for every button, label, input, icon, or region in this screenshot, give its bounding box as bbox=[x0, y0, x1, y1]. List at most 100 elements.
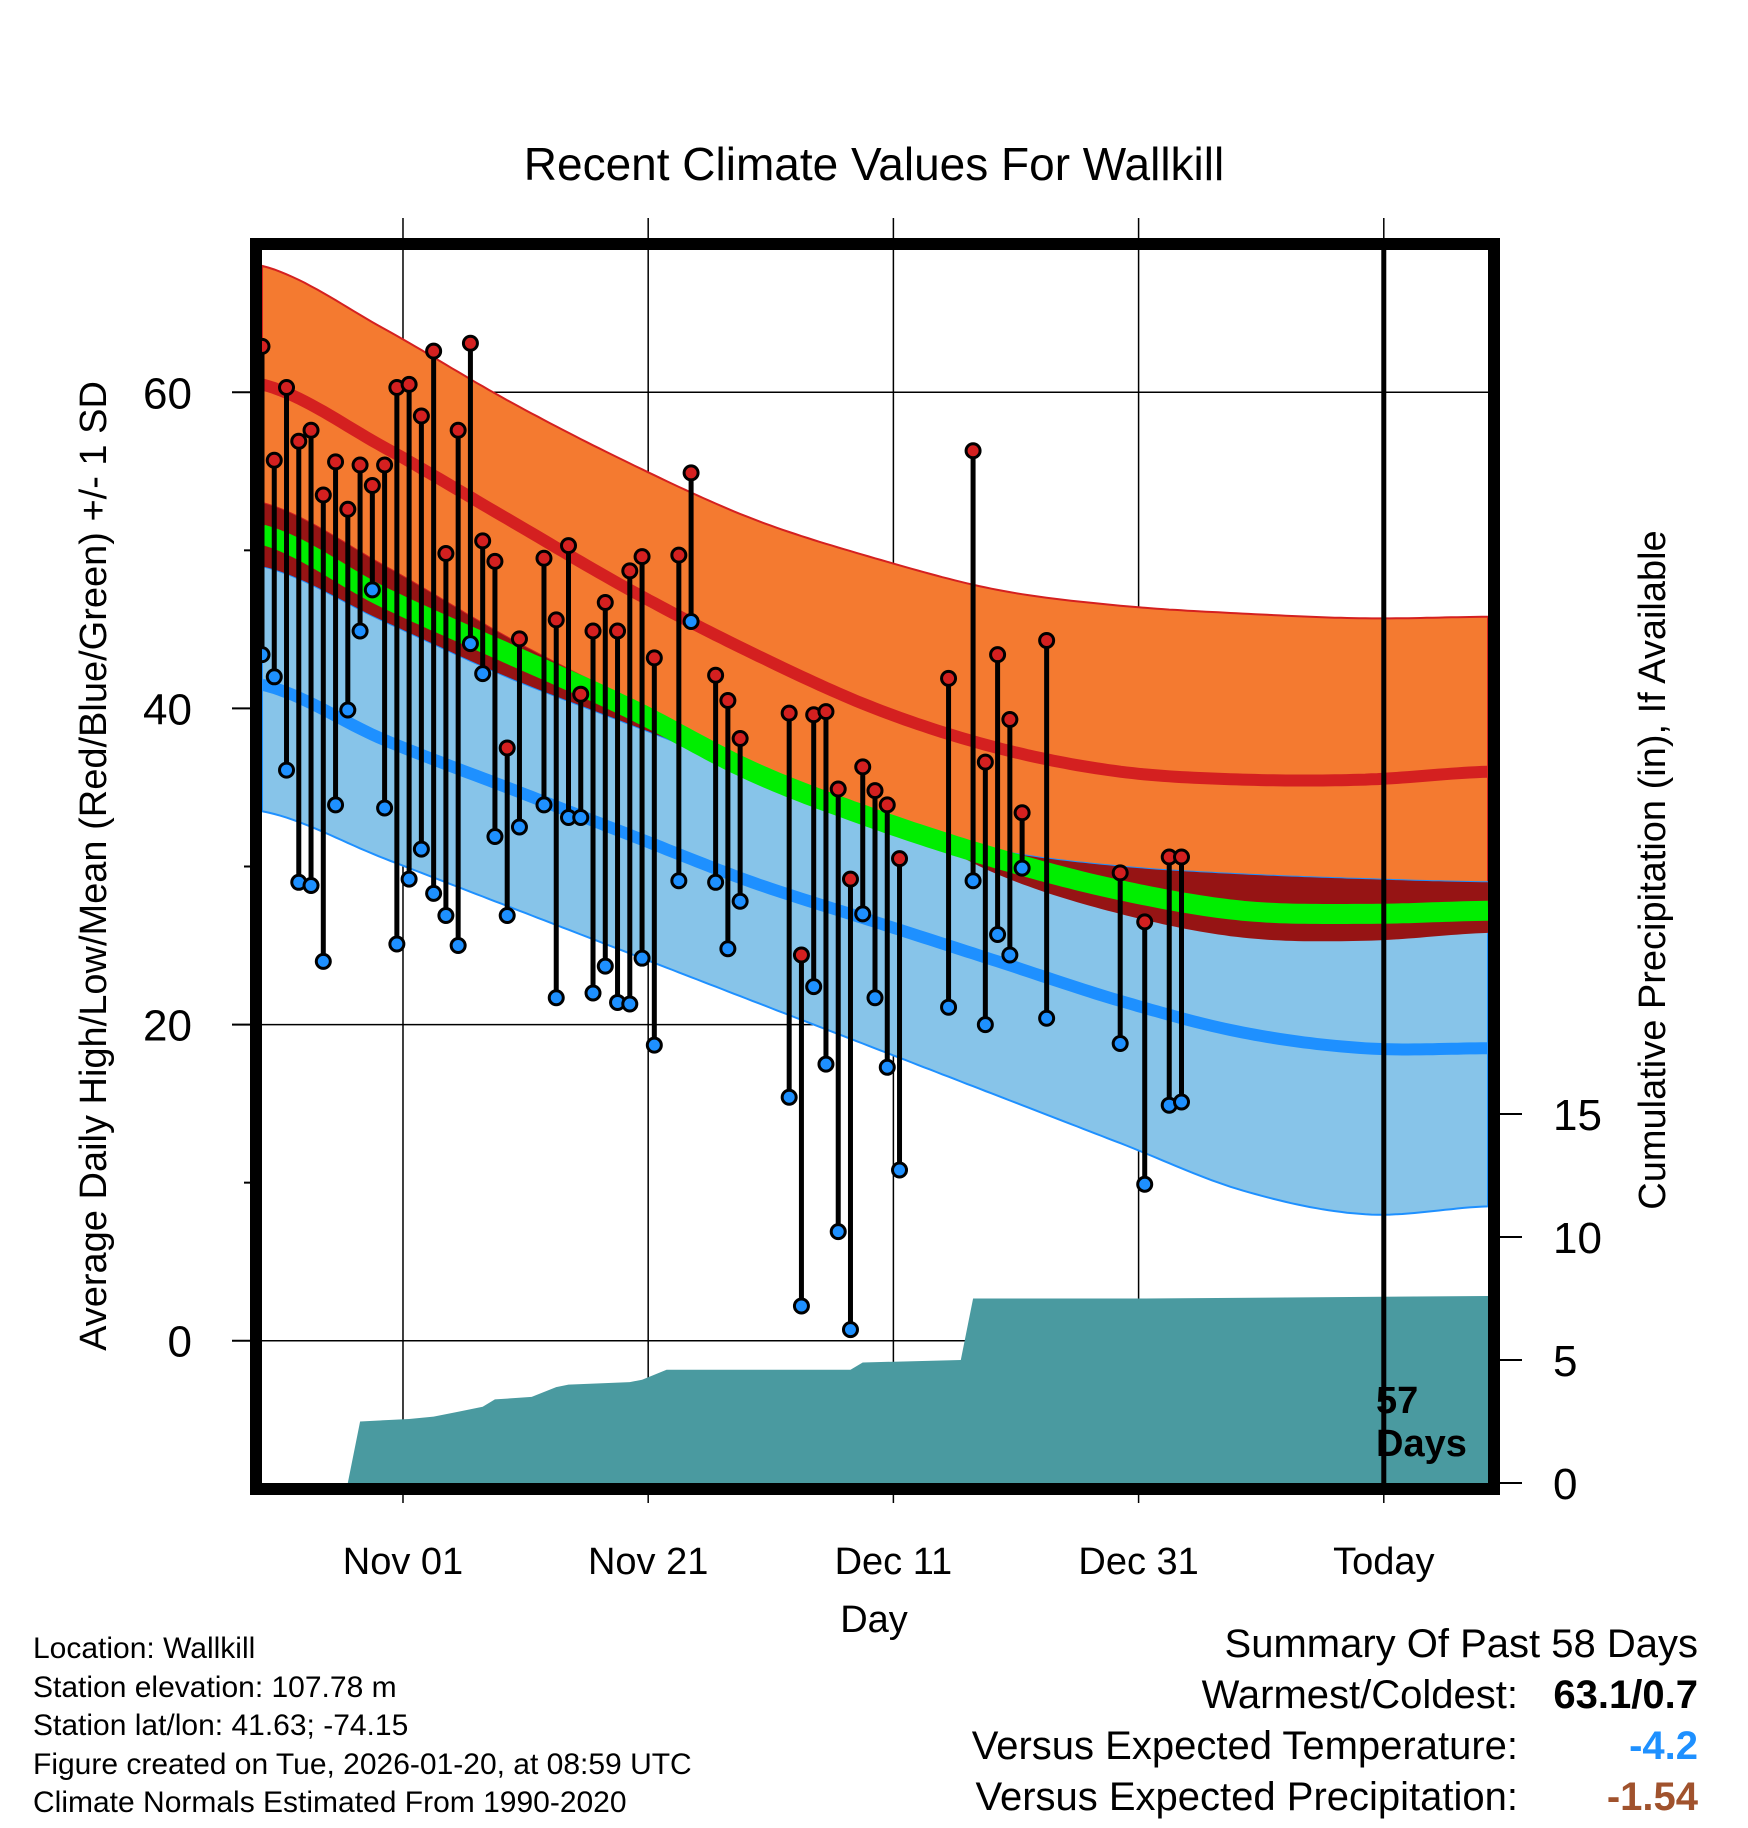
temp-label: Versus Expected Temperature: bbox=[971, 1724, 1518, 1768]
daily-low-point bbox=[707, 873, 725, 891]
daily-low-point bbox=[805, 978, 823, 996]
daily-high-point bbox=[1038, 631, 1056, 649]
daily-high-point bbox=[314, 486, 332, 504]
daily-high-point bbox=[486, 552, 504, 570]
precip-value: -1.54 bbox=[1606, 1775, 1698, 1819]
y2-tick-label: 15 bbox=[1553, 1091, 1602, 1140]
daily-high-point bbox=[731, 729, 749, 747]
daily-low-point bbox=[829, 1223, 847, 1241]
daily-high-point bbox=[1001, 710, 1019, 728]
daily-low-point bbox=[449, 937, 467, 955]
y2-tick-label: 5 bbox=[1553, 1337, 1577, 1386]
overlap-band bbox=[262, 502, 1488, 942]
daily-high-point bbox=[425, 342, 443, 360]
daily-high-point bbox=[547, 611, 565, 629]
daily-high-point bbox=[841, 870, 859, 888]
daily-low-point bbox=[731, 892, 749, 910]
daily-low-point bbox=[351, 622, 369, 640]
daily-high-point bbox=[854, 758, 872, 776]
daily-low-point bbox=[964, 872, 982, 890]
y2-tick-label: 0 bbox=[1553, 1460, 1577, 1509]
daily-high-point bbox=[461, 334, 479, 352]
daily-high-point bbox=[964, 442, 982, 460]
x-axis-label: Day bbox=[840, 1599, 908, 1641]
daily-high-point bbox=[290, 432, 308, 450]
station-info: Location: Wallkill Station elevation: 10… bbox=[33, 1630, 692, 1823]
daily-high-point bbox=[621, 562, 639, 580]
daily-high-point bbox=[633, 548, 651, 566]
daily-high-point bbox=[265, 451, 283, 469]
daily-high-point bbox=[866, 782, 884, 800]
daily-low-point bbox=[1173, 1093, 1190, 1111]
daily-high-point bbox=[682, 464, 700, 482]
days-count-label: 57 bbox=[1376, 1380, 1418, 1422]
daily-low-point bbox=[363, 581, 381, 599]
daily-high-point bbox=[976, 753, 994, 771]
daily-high-point bbox=[792, 946, 810, 964]
daily-low-point bbox=[498, 907, 516, 925]
daily-high-point bbox=[1013, 804, 1031, 822]
days-word-label: Days bbox=[1376, 1423, 1467, 1465]
daily-low-point bbox=[1038, 1009, 1056, 1027]
daily-high-point bbox=[412, 407, 430, 425]
daily-low-point bbox=[596, 957, 614, 975]
daily-high-point bbox=[940, 669, 958, 687]
daily-high-point bbox=[707, 666, 725, 684]
daily-low-point bbox=[400, 870, 418, 888]
precip-cumulative-area bbox=[262, 1296, 1488, 1483]
x-tick-label: Nov 01 bbox=[343, 1541, 463, 1583]
daily-low-point bbox=[1111, 1035, 1129, 1053]
y-tick-label: 60 bbox=[143, 369, 192, 418]
daily-low-point bbox=[940, 998, 958, 1016]
chart-title: Recent Climate Values For Wallkill bbox=[524, 138, 1224, 190]
daily-low-point bbox=[584, 984, 602, 1002]
daily-low-point bbox=[327, 796, 345, 814]
daily-low-point bbox=[535, 796, 553, 814]
elevation-text: Station elevation: 107.78 m bbox=[33, 1670, 397, 1704]
daily-high-point bbox=[1111, 864, 1129, 882]
daily-high-point bbox=[1136, 913, 1154, 931]
daily-low-point bbox=[645, 1036, 663, 1054]
daily-high-point bbox=[400, 375, 418, 393]
daily-observations bbox=[253, 334, 1190, 1339]
daily-low-point bbox=[376, 799, 394, 817]
daily-high-point bbox=[510, 630, 528, 648]
daily-high-point bbox=[572, 685, 590, 703]
daily-low-point bbox=[1013, 859, 1031, 877]
daily-high-point bbox=[498, 739, 516, 757]
daily-high-point bbox=[474, 532, 492, 550]
warm-cold-label: Warmest/Coldest: bbox=[1201, 1673, 1518, 1717]
x-tick-label: Today bbox=[1333, 1541, 1434, 1583]
daily-high-point bbox=[302, 421, 320, 439]
daily-high-point bbox=[891, 850, 909, 868]
daily-high-point bbox=[878, 796, 896, 814]
warm-cold-row: Warmest/Coldest: 63.1/0.7 bbox=[972, 1670, 1698, 1721]
daily-low-point bbox=[339, 701, 357, 719]
y-axis-label: Average Daily High/Low/Mean (Red/Blue/Gr… bbox=[73, 381, 115, 1351]
daily-low-point bbox=[633, 949, 651, 967]
summary-heading: Summary Of Past 58 Days bbox=[1224, 1622, 1698, 1666]
daily-low-point bbox=[854, 905, 872, 923]
daily-low-point bbox=[780, 1088, 798, 1106]
latlon-text: Station lat/lon: 41.63; -74.15 bbox=[33, 1709, 409, 1742]
daily-low-point bbox=[719, 940, 737, 958]
daily-low-point bbox=[817, 1055, 835, 1073]
daily-low-point bbox=[412, 840, 430, 858]
axes: 0 20 40 60 Nov 01 Nov 21 Dec 11 Dec 31 Today 0 5 10… bbox=[143, 369, 1602, 1583]
precip-label: Versus Expected Precipitation: bbox=[975, 1775, 1518, 1819]
summary-panel: Summary Of Past 58 Days Warmest/Coldest:… bbox=[972, 1618, 1698, 1823]
daily-low-point bbox=[621, 995, 639, 1013]
daily-low-point bbox=[302, 876, 320, 894]
daily-high-point bbox=[829, 780, 847, 798]
daily-high-point bbox=[1173, 848, 1190, 866]
daily-high-point bbox=[817, 703, 835, 721]
daily-low-point bbox=[989, 925, 1007, 943]
daily-high-point bbox=[596, 594, 614, 612]
x-tick-label: Dec 11 bbox=[835, 1541, 953, 1583]
daily-low-point bbox=[572, 808, 590, 826]
daily-low-point bbox=[792, 1297, 810, 1315]
daily-low-point bbox=[682, 612, 700, 630]
daily-low-point bbox=[314, 952, 332, 970]
daily-high-point bbox=[560, 537, 577, 555]
